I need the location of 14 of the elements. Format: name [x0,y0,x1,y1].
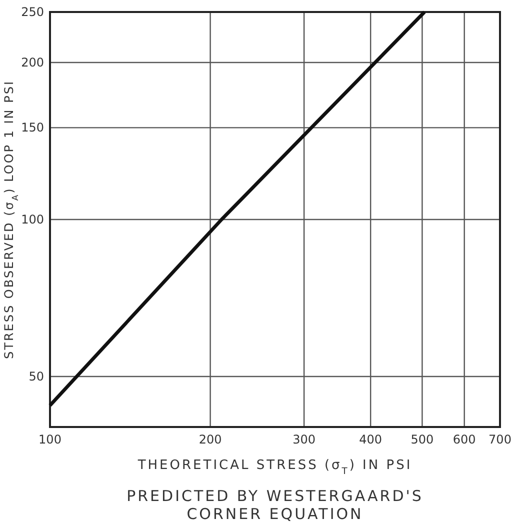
x-tick-label: 500 [410,432,434,447]
x-axis-title: THEORETICAL STRESS (σ$_{T}$) IN PSI [136,458,412,477]
y-tick-label: 100 [21,212,44,226]
y-tick-label: 150 [21,120,44,135]
y-tick-label: 250 [21,4,44,19]
x-tick-label: 400 [359,432,382,447]
x-tick-label: 300 [292,432,316,447]
x-tick-label: 700 [488,432,512,447]
x-tick-label: 100 [38,432,62,447]
y-tick-label: 50 [28,369,44,384]
text: PREDICTED BY WESTERGAARD'S CORNER EQUATION [126,487,424,523]
y-tick-label: 200 [21,55,44,70]
x-tick-label: 200 [198,432,222,447]
x-tick-label: 600 [452,432,476,447]
